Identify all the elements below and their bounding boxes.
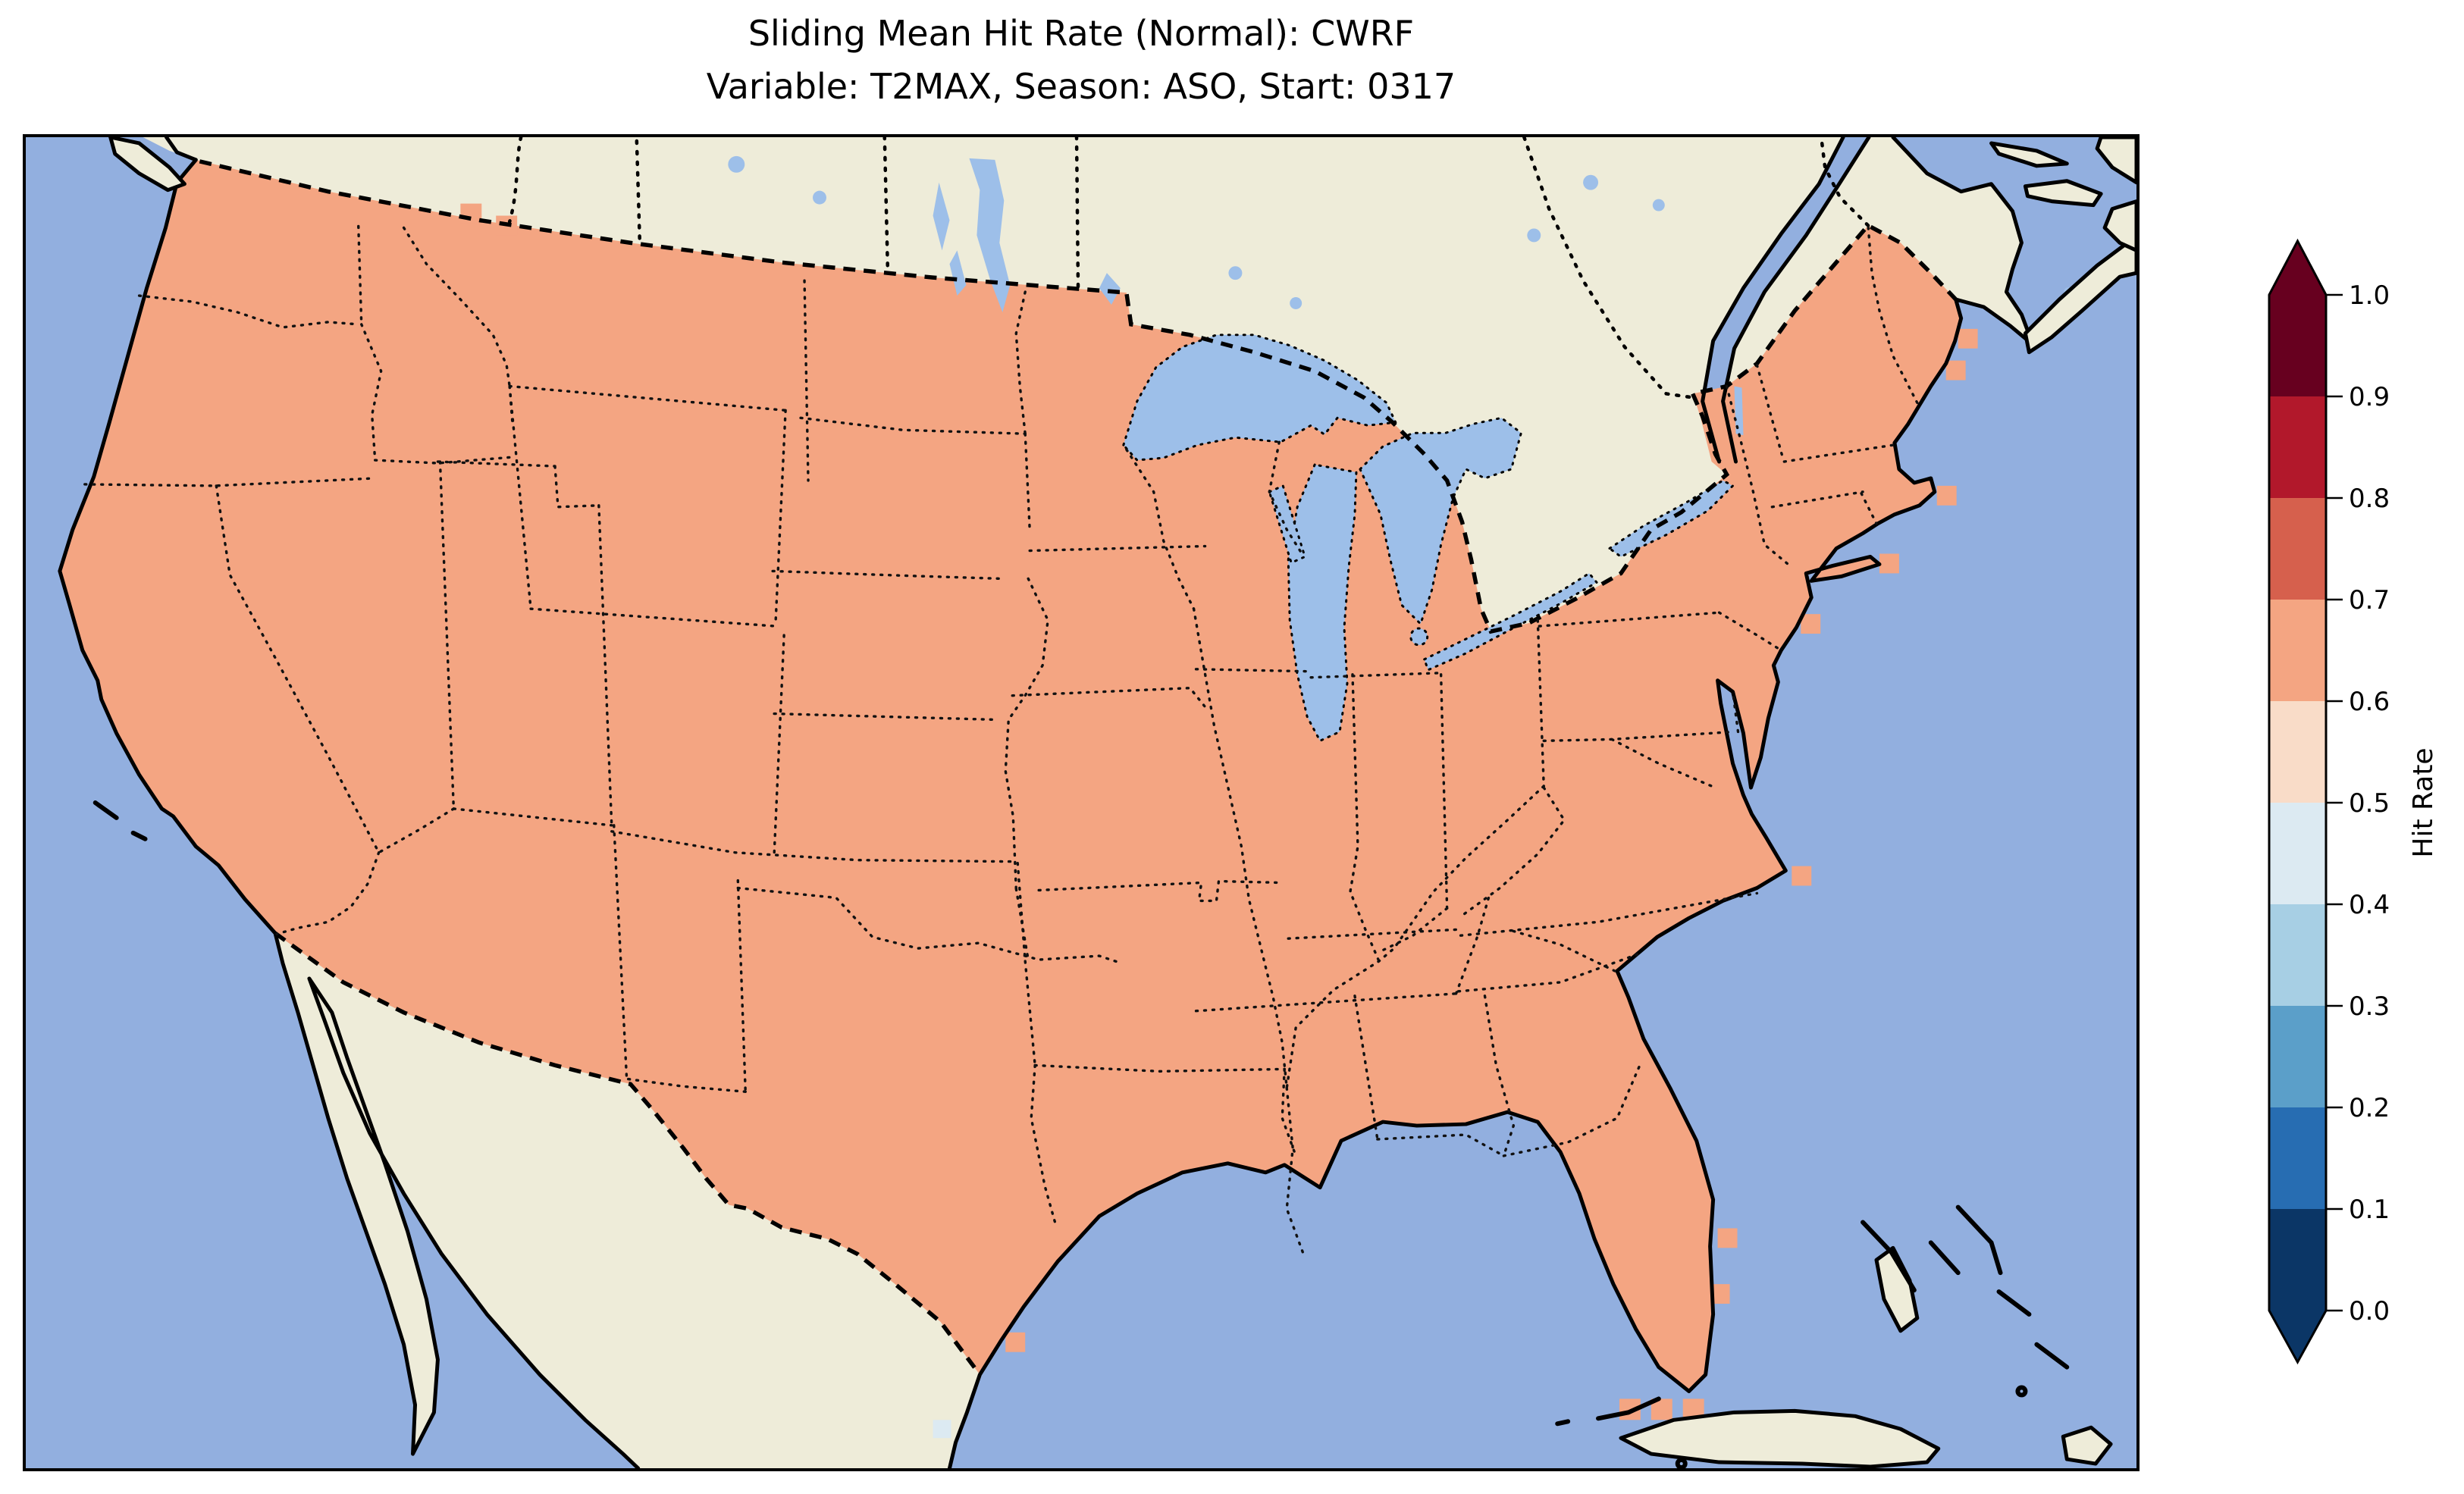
cbar-seg-0.7-0.8 [2269,498,2326,600]
cbar-seg-0.8-0.9 [2269,396,2326,498]
title-line-2: Variable: T2MAX, Season: ASO, Start: 031… [706,65,1456,107]
prince-edward-island [2023,179,2103,208]
tick-label: 0.2 [2349,1093,2390,1123]
colorbar-tickmarks [2326,293,2343,1312]
tick-label: 0.4 [2349,890,2390,920]
lake-st-clair [1409,627,1429,647]
lake-ontario [1608,479,1735,558]
tick-label: 0.1 [2349,1195,2390,1225]
tick-label: 0.5 [2349,788,2390,819]
tick-label: 0.3 [2349,991,2390,1022]
grid-cell-artifacts [460,203,1978,1420]
colorbar-under-arrow [2269,1311,2326,1362]
lake-huron [1359,416,1522,625]
tick-label: 1.0 [2349,280,2390,311]
colorbar-over-arrow [2269,241,2326,295]
map-svg [26,137,2136,1468]
cbar-seg-0.4-0.5 [2269,803,2326,904]
great-inagua [2061,1425,2113,1466]
island-chains [92,800,2070,1468]
colorbar-segments [2269,241,2326,1362]
colorbar: 1.0 0.9 0.8 0.7 0.6 0.5 0.4 0.3 0.2 0.1 … [2268,238,2439,1365]
colorbar-tick-labels: 1.0 0.9 0.8 0.7 0.6 0.5 0.4 0.3 0.2 0.1 … [2349,280,2390,1326]
state-borders [83,224,1919,1255]
islands [108,137,2136,1468]
map-axes [23,134,2140,1471]
tick-label: 0.8 [2349,484,2390,514]
province-borders [507,137,1870,399]
international-borders [199,159,1958,1377]
tick-label: 0.6 [2349,687,2390,717]
cbar-seg-0.0-0.1 [2269,1209,2326,1311]
conus-region [59,159,1961,1392]
coastlines [58,137,2035,1468]
vancouver-island [108,137,187,193]
figure-title: Sliding Mean Hit Rate (Normal): CWRF Var… [23,8,2140,114]
colorbar-axis-label: Hit Rate [2408,747,2439,857]
cuba [1619,1408,1941,1468]
andros-island [1874,1245,1920,1333]
tick-label: 0.9 [2349,382,2390,412]
cbar-seg-0.9-1.0 [2269,295,2326,396]
us-canada-border [199,159,1958,634]
great-lakes [1122,334,1735,742]
cbar-seg-0.1-0.2 [2269,1107,2326,1209]
tick-label: 0.0 [2349,1296,2390,1326]
lake-superior [1122,334,1397,462]
canada-lakes [728,155,2074,436]
tick-label: 0.7 [2349,585,2390,615]
anticosti-island [1989,141,2069,168]
newfoundland [2095,137,2136,185]
channel-islands [92,800,119,820]
us-mexico-border [274,931,982,1377]
nova-scotia [2023,236,2136,355]
florida-keys [1596,1396,1661,1421]
cbar-seg-0.5-0.6 [2269,701,2326,803]
cape-breton [2102,199,2136,252]
lake-erie [1423,572,1598,672]
title-line-1: Sliding Mean Hit Rate (Normal): CWRF [748,13,1415,54]
low-hitrate-cell-texas [933,1420,951,1439]
cbar-seg-0.3-0.4 [2269,904,2326,1006]
cbar-seg-0.6-0.7 [2269,600,2326,701]
cbar-seg-0.2-0.3 [2269,1006,2326,1107]
